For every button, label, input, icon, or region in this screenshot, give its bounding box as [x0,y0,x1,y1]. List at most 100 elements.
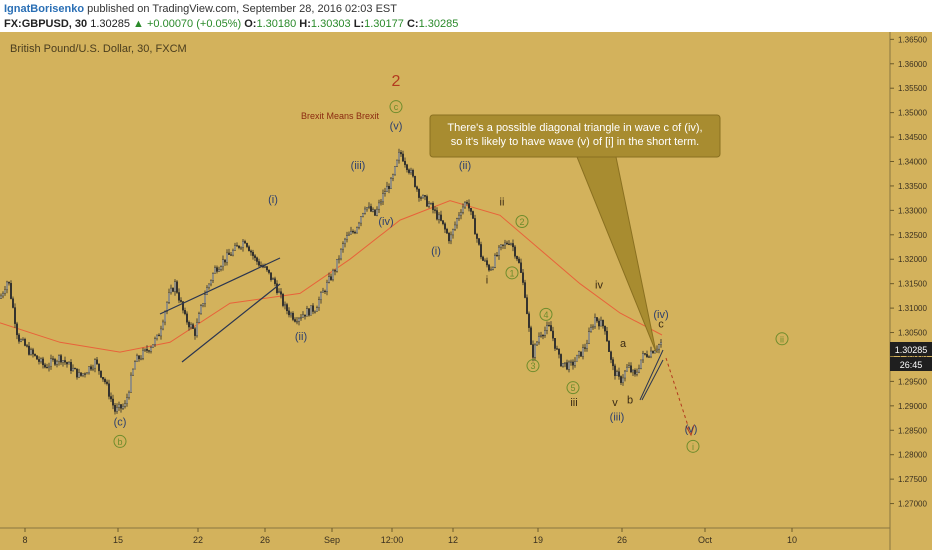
candle-body [432,203,434,210]
candle-body [386,186,388,192]
candle-body [316,307,318,312]
candle-body [76,368,78,378]
y-tick-label: 1.33000 [898,206,927,215]
candle-body [22,339,24,341]
candle-body [532,344,534,358]
callout-box [429,114,721,158]
candle-body [70,362,72,371]
wave-label: 2 [519,217,524,227]
candle-body [152,344,154,348]
candle-body [164,311,166,323]
candle-body [126,397,128,404]
candle-body [376,208,378,216]
candle-body [446,229,448,234]
candle-body [356,227,358,234]
candle-body [352,231,354,233]
y-tick-label: 1.29000 [898,402,927,411]
candle-body [24,339,26,346]
candle-body [148,350,150,352]
candle-body [428,203,430,207]
candle-body [122,406,124,409]
candle-body [88,366,90,374]
wave-label-circle [539,307,553,321]
candle-body [74,368,76,370]
candle-body [110,396,112,400]
author-link[interactable]: IgnatBorisenko [4,3,85,15]
candle-body [20,339,22,342]
x-tick-label: Oct [698,535,713,545]
candle-body [254,255,256,258]
candle-body [176,281,178,293]
candle-body [256,257,258,262]
candle-body [324,290,326,293]
candle-body [650,350,652,358]
chart-area[interactable]: British Pound/U.S. Dollar, 30, FXCM Ther… [0,32,932,550]
wave-label: iii [570,397,577,409]
annotation-callout: There's a possible diagonal triangle in … [429,114,721,353]
y-tick-label: 1.31500 [898,280,927,289]
candle-body [574,361,576,366]
channel-upper-line [159,257,281,315]
candle-body [54,359,56,365]
candle-body [460,212,462,216]
candle-body [382,193,384,203]
candle-body [466,202,468,204]
candle-body [560,354,562,367]
candle-body [238,245,240,248]
candle-body [318,299,320,308]
candle-body [640,359,642,369]
candle-body [498,246,500,256]
candle-body [222,259,224,267]
candle-body [292,312,294,320]
candle-body [442,220,444,224]
wave-label: (i) [268,194,278,206]
candle-body [190,324,192,328]
y-tick-label: 1.34000 [898,157,927,166]
candle-body [30,349,32,355]
candle-body [572,361,574,366]
candle-body [32,349,34,355]
candle-body [326,282,328,293]
candle-body [624,370,626,379]
candle-body [4,289,6,294]
candle-body [80,372,82,376]
candle-body [50,358,52,367]
candle-body [274,278,276,284]
candle-body [102,377,104,380]
candle-body [336,258,338,272]
candle-body [590,327,592,332]
candle-body [140,358,142,360]
candle-body [430,203,432,205]
candle-body [576,354,578,362]
candle-body [288,310,290,316]
candle-body [410,169,412,173]
y-tick-label: 1.36500 [898,35,927,44]
candle-body [134,361,136,370]
candle-body [156,334,158,339]
candle-body [578,351,580,356]
header: IgnatBorisenko published on TradingView.… [0,0,932,32]
wave-label-circle [113,434,127,448]
candle-body [506,242,508,245]
candle-body [580,351,582,357]
candle-body [270,272,272,280]
candle-body [68,362,70,365]
candle-body [340,248,342,260]
candle-body [166,302,168,312]
last-price: 1.30285 [90,18,130,30]
wave-label-circle [389,100,403,114]
candle-body [372,209,374,212]
candle-body [368,206,370,208]
candle-body [96,359,98,365]
y-tick-label: 1.32500 [898,231,927,240]
candle-body [56,361,58,365]
candle-body [394,166,396,176]
candle-body [206,287,208,295]
low-label: L: [353,18,365,30]
candle-body [36,355,38,360]
projection-line [665,357,691,433]
candle-body [280,291,282,295]
candle-body [404,160,406,165]
price-chart[interactable]: British Pound/U.S. Dollar, 30, FXCM Ther… [0,32,932,550]
triangle-lower-line [641,359,664,401]
